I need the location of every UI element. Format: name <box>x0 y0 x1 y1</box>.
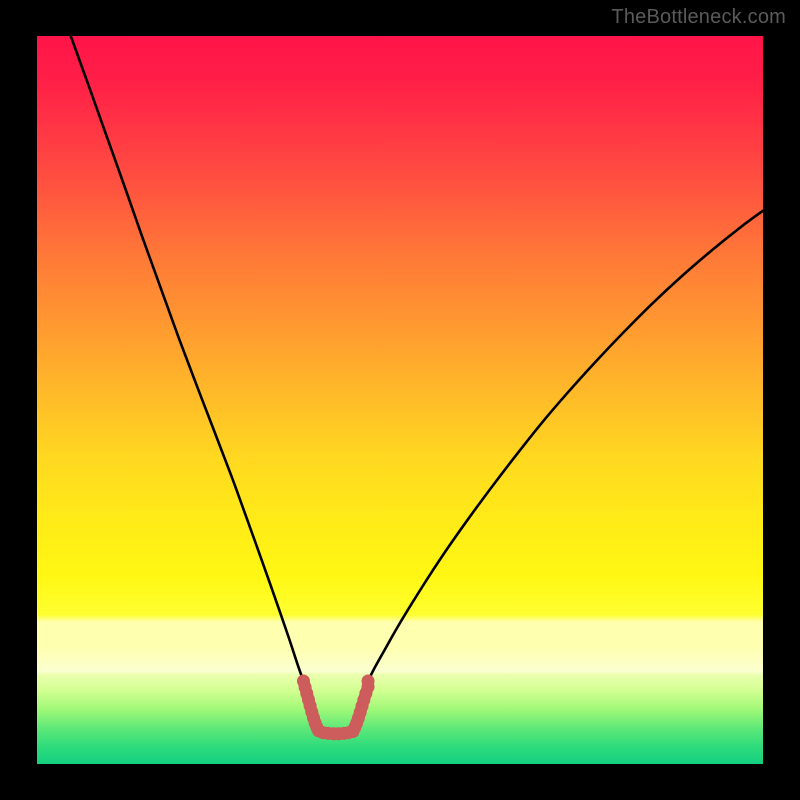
watermark-label: TheBottleneck.com <box>611 6 786 29</box>
plot-area <box>37 36 763 764</box>
bottleneck-curve-chart <box>37 36 763 764</box>
chart-background <box>37 36 763 764</box>
marker-dot <box>362 675 374 687</box>
chart-stage: TheBottleneck.com <box>0 0 800 800</box>
